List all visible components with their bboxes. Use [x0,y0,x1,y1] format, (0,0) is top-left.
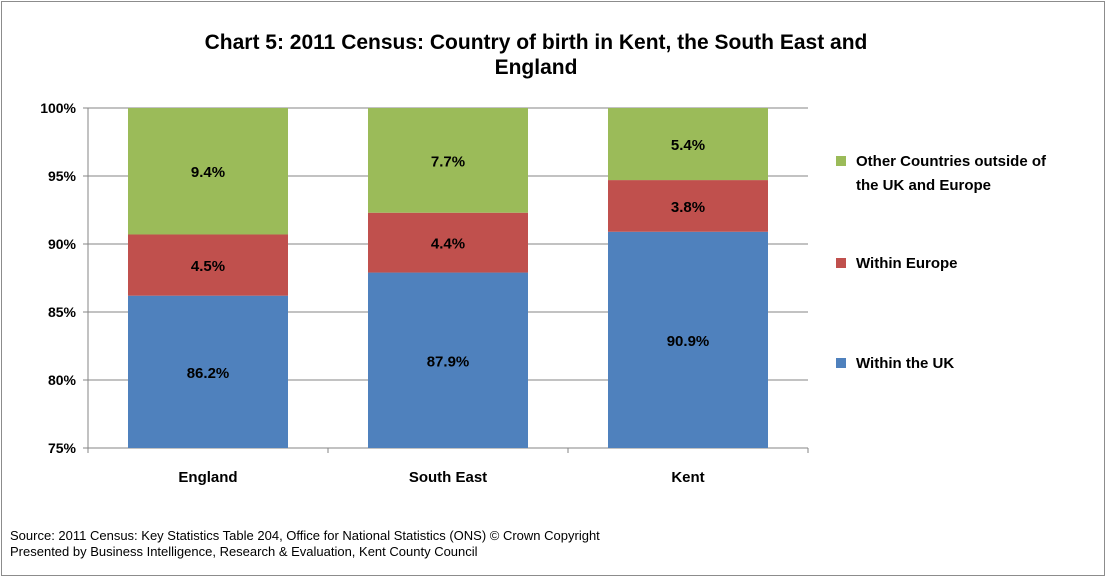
chart-title: Chart 5: 2011 Census: Country of birth i… [0,30,1072,80]
legend-swatch-0 [836,358,846,368]
bar-south-east-series-1 [368,212,528,273]
bar-south-east-series-2 [368,108,528,213]
data-label-2-1: 3.8% [671,199,705,216]
y-tick-label-1: 80% [48,372,77,388]
data-label-0-2: 9.4% [191,164,225,181]
bar-england-series-1 [128,234,288,296]
bar-kent-series-0 [608,231,768,448]
legend-label-2-line-0: Other Countries outside of [856,153,1047,170]
legend-label-0: Within the UK [856,355,954,372]
legend-swatch-1 [836,258,846,268]
bar-kent-series-1 [608,180,768,232]
x-tick-label-2: Kent [671,469,704,486]
y-tick-label-2: 85% [48,304,77,320]
y-tick-label-0: 75% [48,440,77,456]
source-line-1: Source: 2011 Census: Key Statistics Tabl… [10,528,600,543]
legend-label-2-line-1: the UK and Europe [856,177,991,194]
legend-swatch-2 [836,156,846,166]
data-label-1-1: 4.4% [431,236,465,253]
bar-south-east-series-0 [368,272,528,448]
chart-title-line-2: England [494,56,578,79]
chart-title-line-1: Chart 5: 2011 Census: Country of birth i… [204,31,868,54]
data-label-2-0: 90.9% [667,333,710,350]
y-tick-label-4: 95% [48,168,77,184]
data-label-1-2: 7.7% [431,153,465,170]
bar-kent-series-2 [608,108,768,181]
source-line-2: Presented by Business Intelligence, Rese… [10,544,478,559]
y-tick-label-3: 90% [48,236,77,252]
x-tick-label-1: South East [409,469,487,486]
data-label-0-0: 86.2% [187,365,230,382]
y-tick-label-5: 100% [40,100,76,116]
bar-england-series-2 [128,108,288,235]
data-label-0-1: 4.5% [191,258,225,275]
source-note: Source: 2011 Census: Key Statistics Tabl… [10,528,600,560]
bar-england-series-0 [128,295,288,448]
legend-label-1: Within Europe [856,255,958,272]
x-tick-label-0: England [178,469,237,486]
data-label-2-2: 5.4% [671,137,705,154]
data-label-1-0: 87.9% [427,353,470,370]
